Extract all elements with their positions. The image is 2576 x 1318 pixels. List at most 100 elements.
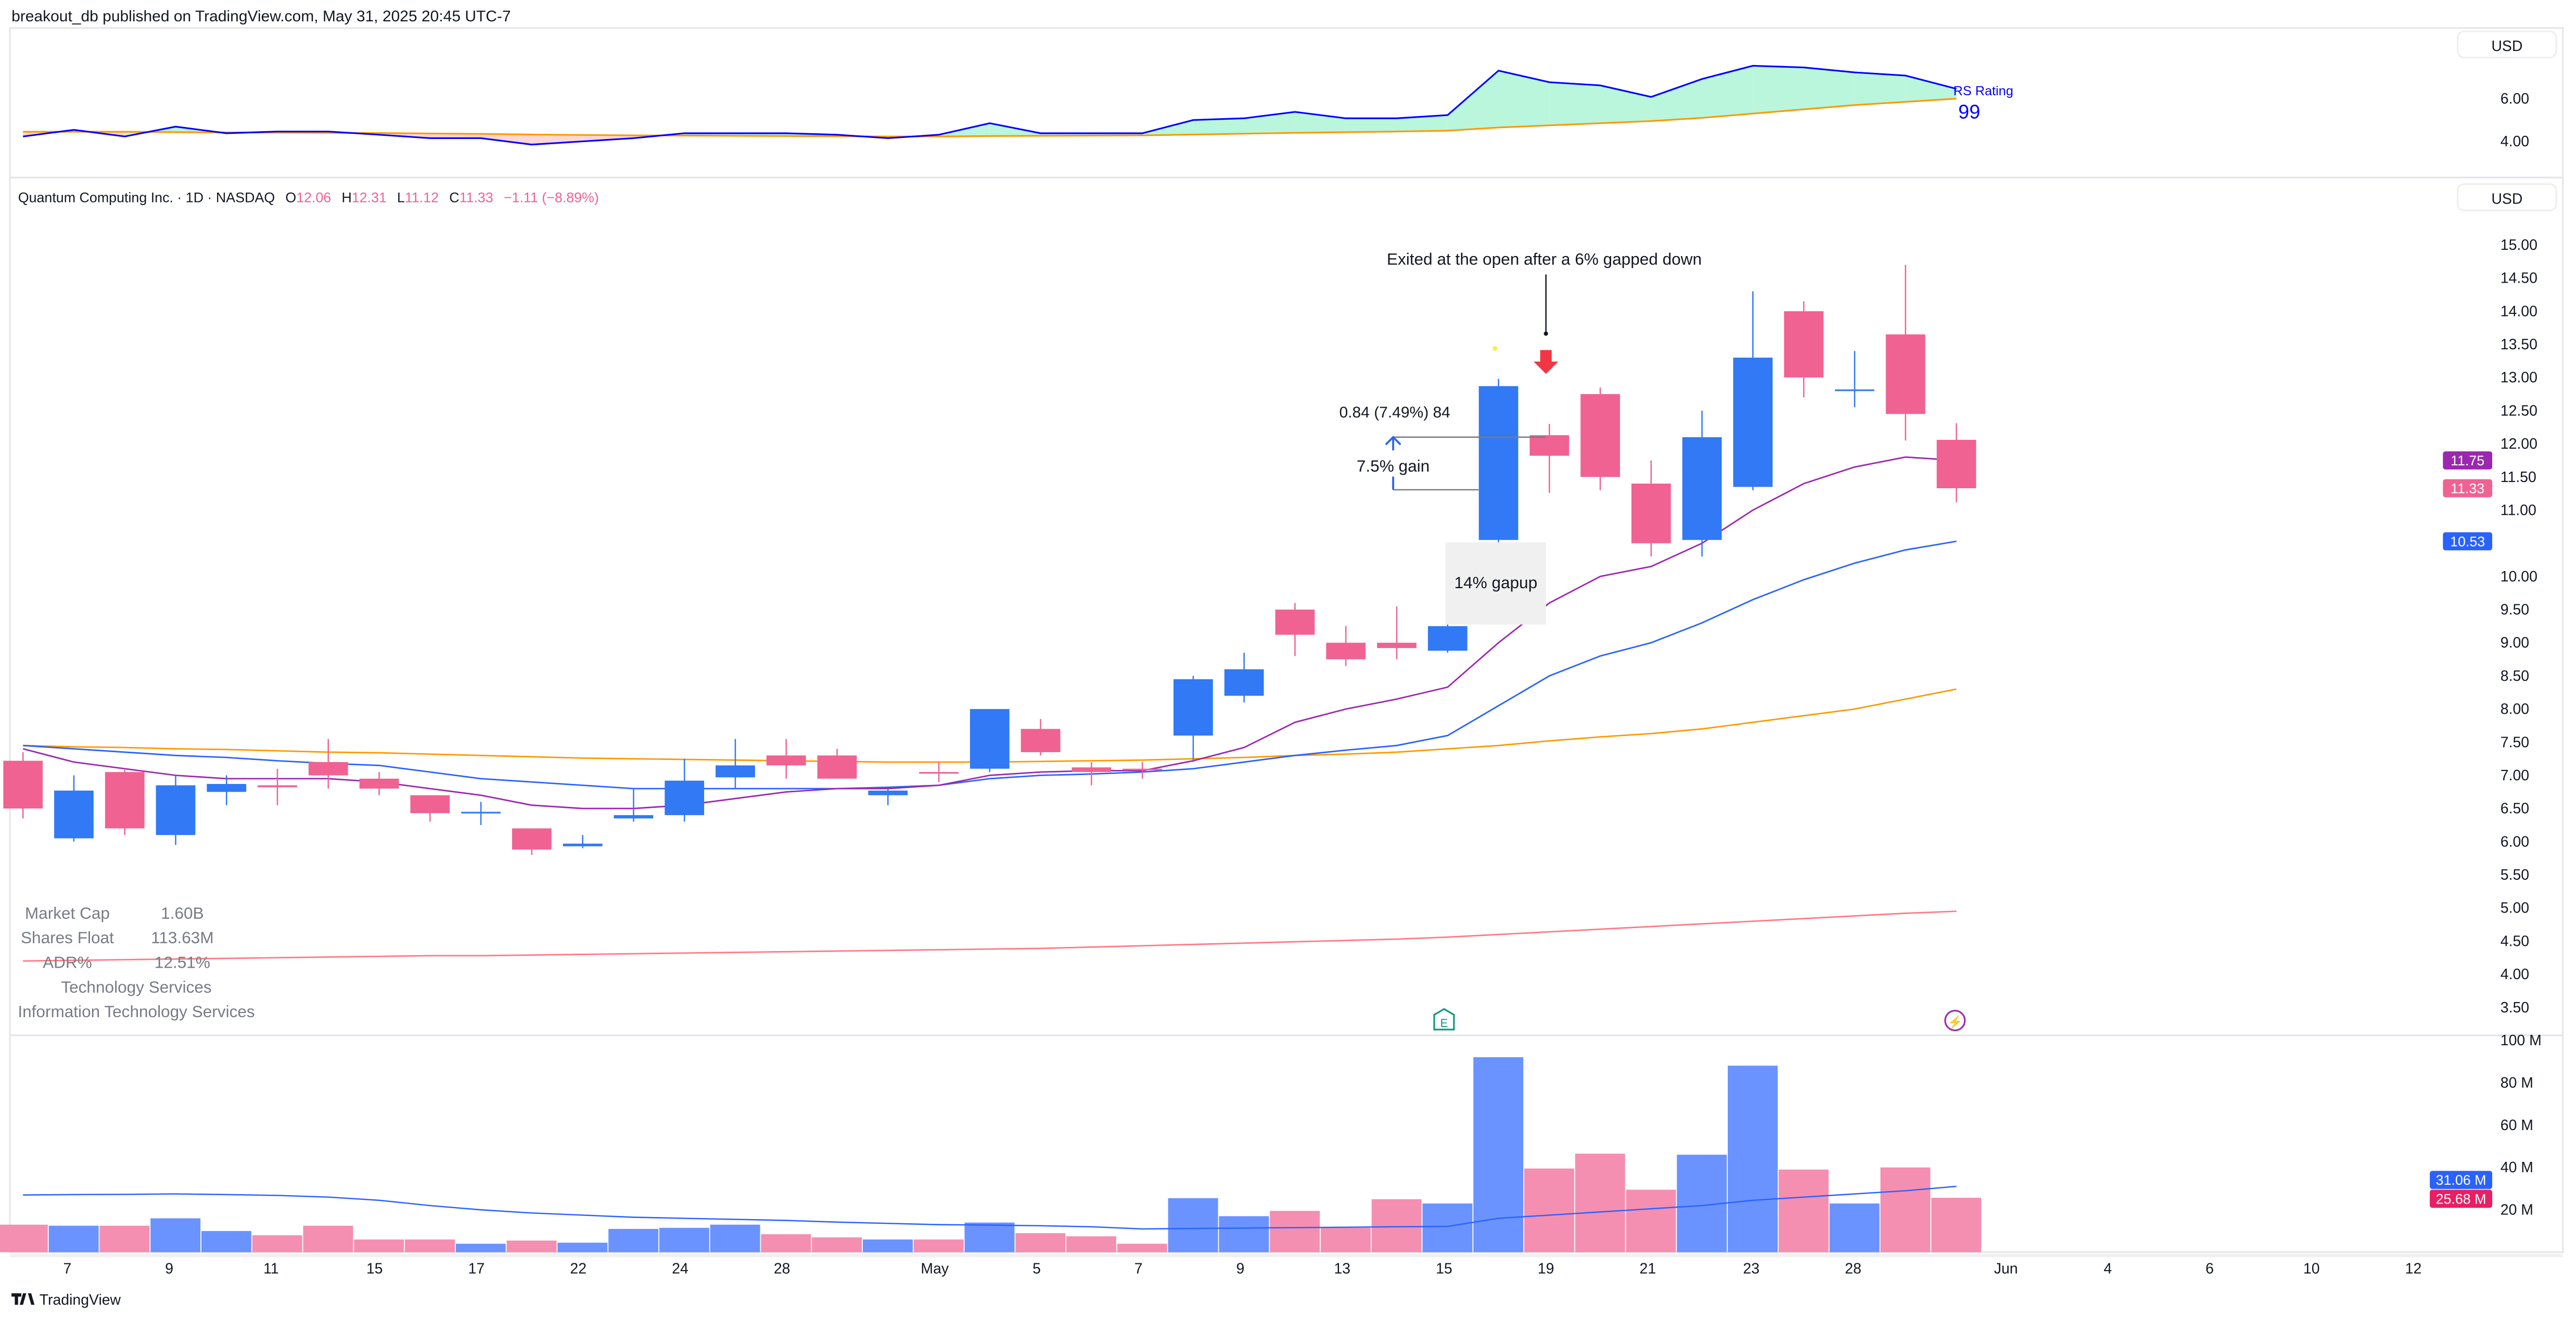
- candle-body: [1173, 679, 1213, 736]
- candle[interactable]: [1427, 619, 1468, 653]
- open-value: 12.06: [296, 189, 331, 205]
- candle[interactable]: [207, 775, 247, 805]
- rs-currency-button[interactable]: [2457, 30, 2557, 59]
- volume-badge-label: 31.06 M: [2436, 1172, 2486, 1188]
- candle-body: [1733, 358, 1773, 487]
- price-axis[interactable]: 15.00 14.50 14.00 13.50 13.00 12.50 12.00 11.50…: [2501, 237, 2537, 1016]
- rs-fill-segment: [1702, 66, 1753, 118]
- candle[interactable]: [1224, 652, 1264, 703]
- candle[interactable]: [1529, 424, 1570, 493]
- candle[interactable]: [1580, 387, 1620, 490]
- shares-float-value: 113.63M: [151, 928, 213, 947]
- rs-fill-segment: [1549, 82, 1601, 125]
- volume-bar: [1371, 1199, 1422, 1252]
- candle[interactable]: [1682, 410, 1722, 557]
- rs-axis-tick: 6.00: [2501, 91, 2529, 107]
- candle[interactable]: [156, 775, 196, 845]
- candle[interactable]: [868, 788, 908, 805]
- candle[interactable]: [1123, 762, 1162, 779]
- volume-bar: [405, 1239, 455, 1252]
- candle[interactable]: [105, 768, 145, 835]
- candle-body: [1631, 484, 1671, 543]
- price-axis-tick: 8.50: [2501, 668, 2529, 685]
- price-axis-tick: 6.50: [2501, 801, 2529, 817]
- price-axis-tick: 12.00: [2501, 436, 2537, 452]
- candle[interactable]: [1173, 676, 1213, 763]
- rs-axis-tick: 4.00: [2501, 133, 2529, 150]
- volume-bar: [862, 1239, 913, 1252]
- candle[interactable]: [766, 739, 806, 779]
- volume-axis-tick: 20 M: [2501, 1202, 2533, 1219]
- symbol-legend[interactable]: Quantum Computing Inc. · 1D · NASDAQ O12…: [18, 189, 599, 205]
- close-value: 11.33: [460, 189, 493, 205]
- candle[interactable]: [1936, 423, 1976, 502]
- candle[interactable]: [563, 835, 603, 848]
- candle[interactable]: [614, 788, 654, 822]
- candle[interactable]: [1377, 606, 1417, 660]
- candle-body: [970, 709, 1010, 769]
- candle[interactable]: [410, 795, 450, 822]
- measure-label: 0.84 (7.49%) 84: [1340, 404, 1450, 421]
- price-badge-label: 10.53: [2450, 534, 2485, 549]
- low-value: 11.12: [405, 189, 439, 205]
- date-axis-label: 17: [468, 1261, 485, 1277]
- candle[interactable]: [665, 758, 705, 822]
- price-axis-tick: 6.00: [2501, 833, 2529, 850]
- volume-bar: [710, 1224, 760, 1252]
- candle[interactable]: [970, 709, 1010, 772]
- candle[interactable]: [716, 739, 755, 789]
- candle-body: [614, 815, 654, 819]
- candle[interactable]: [1326, 626, 1366, 666]
- candle[interactable]: [308, 739, 348, 789]
- volume-bar: [557, 1243, 608, 1252]
- candle[interactable]: [1784, 301, 1823, 398]
- price-axis-tick: 5.50: [2501, 867, 2529, 883]
- candle-body: [1072, 767, 1112, 772]
- split-event[interactable]: ⚡: [1944, 1009, 1966, 1032]
- price-axis-tick: 14.50: [2501, 270, 2537, 287]
- candle[interactable]: [461, 802, 501, 826]
- gapup-box[interactable]: [1446, 542, 1546, 625]
- candle-body: [766, 755, 806, 766]
- candle[interactable]: [817, 749, 857, 779]
- candle[interactable]: [919, 762, 959, 782]
- candle[interactable]: [1631, 460, 1671, 557]
- candle[interactable]: [258, 768, 297, 805]
- candle[interactable]: [1733, 291, 1773, 490]
- candle[interactable]: [359, 772, 399, 795]
- candle-body: [105, 772, 145, 829]
- volume-bar: [303, 1225, 353, 1252]
- candle-body: [410, 795, 450, 814]
- candle[interactable]: [54, 775, 94, 842]
- tradingview-logo-text: TradingView: [40, 1292, 121, 1309]
- candle[interactable]: [512, 828, 552, 855]
- candle-body: [1580, 394, 1620, 477]
- price-currency-button[interactable]: [2457, 183, 2557, 211]
- marker-dot: [1493, 346, 1498, 351]
- candle[interactable]: [1275, 603, 1315, 656]
- date-axis-label: 13: [1334, 1261, 1350, 1277]
- earnings-event[interactable]: E: [1433, 1008, 1455, 1031]
- candle[interactable]: [1885, 264, 1925, 441]
- volume-bar: [608, 1228, 659, 1252]
- candle[interactable]: [1072, 762, 1112, 785]
- price-axis-tick: 12.50: [2501, 402, 2537, 419]
- tradingview-logo[interactable]: TradingView: [11, 1292, 121, 1309]
- candle[interactable]: [1021, 719, 1061, 756]
- date-axis-label: 7: [63, 1261, 72, 1277]
- date-axis-label: Jun: [1994, 1261, 2018, 1277]
- earnings-icon: [1433, 1008, 1455, 1031]
- rs-fill-segment: [1651, 79, 1702, 121]
- volume-bar: [964, 1222, 1015, 1252]
- volume-axis[interactable]: 100 M 80 M 60 M 40 M 20 M: [2501, 1032, 2542, 1219]
- date-axis[interactable]: 7 9 11 15 17 22 24 28 May 5 7 9 13 15 19 21 23 28 Jun 4 6 10 1…: [63, 1261, 2422, 1277]
- date-axis-label: 9: [165, 1261, 173, 1277]
- candle[interactable]: [1834, 351, 1874, 408]
- price-axis-tick: 13.50: [2501, 336, 2537, 353]
- candle-body: [156, 785, 196, 835]
- candle[interactable]: [3, 752, 43, 819]
- candle-body: [817, 755, 857, 779]
- candle[interactable]: [1478, 378, 1519, 570]
- exit-note[interactable]: Exited at the open after a 6% gapped dow…: [1387, 249, 1702, 268]
